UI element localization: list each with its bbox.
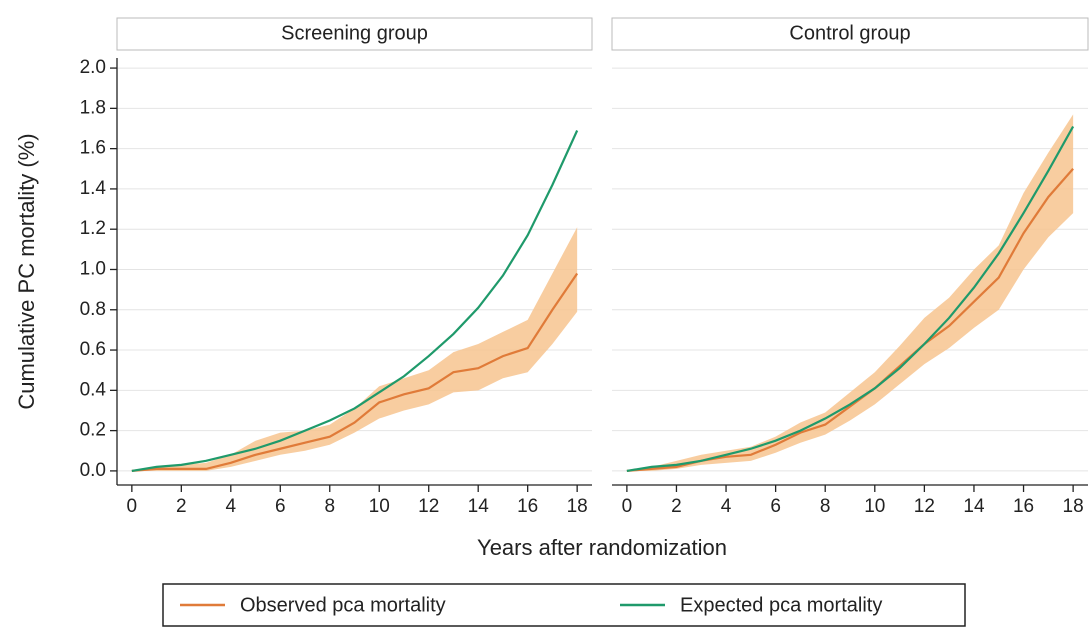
y-tick-label: 1.8	[80, 97, 106, 118]
panel-title: Screening group	[281, 22, 428, 44]
y-tick-label: 1.2	[80, 218, 106, 239]
line	[131, 272, 579, 472]
y-tick-label: 1.0	[80, 259, 106, 280]
y-tick-label: 1.6	[80, 138, 106, 159]
y-tick-label: 0.4	[80, 379, 107, 400]
x-tick-label: 2	[176, 496, 187, 517]
x-tick-label: 6	[275, 496, 286, 517]
y-tick-label: 0.8	[80, 299, 106, 320]
confidence-band	[626, 114, 1074, 471]
x-tick-label: 2	[671, 496, 682, 517]
y-tick-label: 2.0	[80, 57, 106, 78]
panel-strip	[611, 17, 1089, 51]
line	[626, 125, 1075, 472]
y-tick-label: 1.4	[80, 178, 107, 199]
x-tick-label: 10	[369, 496, 390, 517]
y-tick-label: 0.2	[80, 420, 106, 441]
x-axis-label: Years after randomization	[477, 535, 727, 560]
x-tick-label: 14	[468, 496, 490, 517]
x-tick-label: 4	[721, 496, 732, 517]
x-tick-label: 4	[226, 496, 237, 517]
panel-title: Control group	[789, 22, 910, 44]
x-tick-label: 18	[1063, 496, 1084, 517]
x-tick-label: 0	[622, 496, 633, 517]
x-tick-label: 12	[418, 496, 439, 517]
x-tick-label: 10	[864, 496, 885, 517]
x-tick-label: 16	[1013, 496, 1034, 517]
panel-strip	[116, 17, 593, 51]
x-tick-label: 12	[914, 496, 935, 517]
y-tick-label: 0.0	[80, 460, 106, 481]
legend-label: Observed pca mortality	[240, 594, 446, 616]
legend-label: Expected pca mortality	[680, 594, 882, 616]
x-tick-label: 6	[770, 496, 781, 517]
y-tick-label: 0.6	[80, 339, 106, 360]
x-tick-label: 8	[324, 496, 335, 517]
y-axis-label: Cumulative PC mortality (%)	[14, 133, 39, 409]
line	[626, 168, 1074, 472]
x-tick-label: 16	[517, 496, 538, 517]
legend-box	[162, 583, 966, 627]
x-tick-label: 8	[820, 496, 831, 517]
x-tick-label: 14	[963, 496, 985, 517]
x-tick-label: 18	[567, 496, 588, 517]
x-tick-label: 0	[127, 496, 138, 517]
line	[131, 130, 579, 472]
